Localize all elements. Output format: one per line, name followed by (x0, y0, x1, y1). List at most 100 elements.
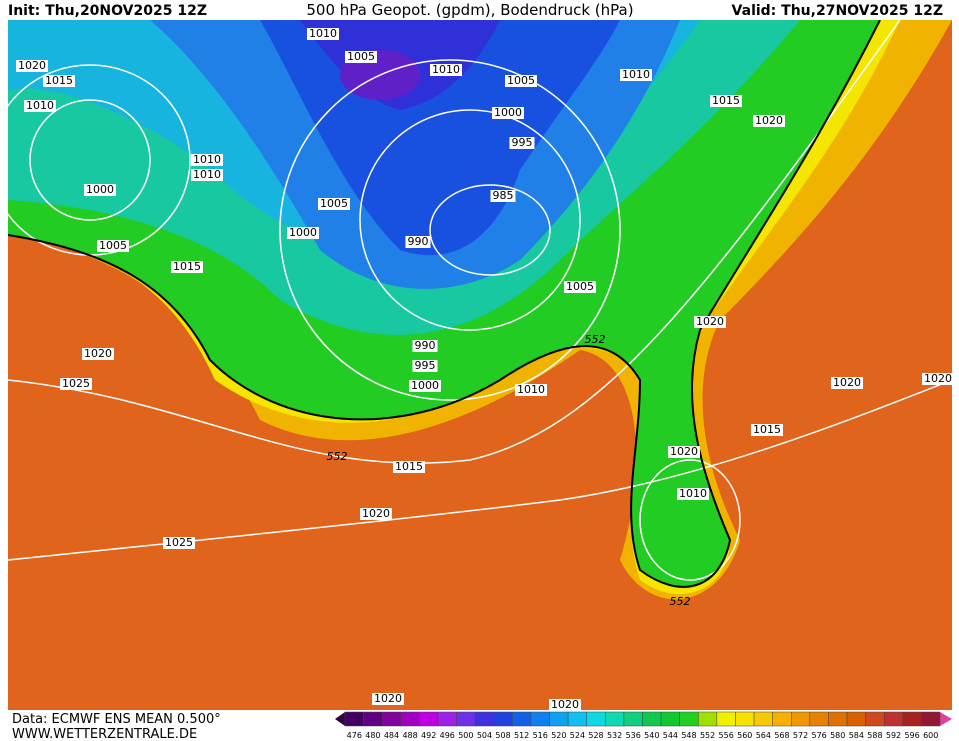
colorbar-label: 588 (867, 731, 882, 740)
isobar-label: 1020 (362, 507, 390, 520)
isobar-label-bg (831, 377, 863, 389)
colorbar-swatch (883, 711, 904, 727)
colorbar-swatch (400, 711, 420, 727)
isobar-label-bg (84, 184, 116, 196)
isobar-label-bg (492, 107, 524, 119)
colorbar-label: 492 (421, 731, 436, 740)
isobar-label-bg (509, 137, 535, 149)
isobar-label: 995 (512, 136, 533, 149)
isobar-label-bg (549, 699, 581, 711)
colorbar-swatch (809, 711, 829, 727)
isobar-label-bg (372, 693, 404, 705)
colorbar-label: 556 (719, 731, 734, 740)
isobar-label-bg (318, 198, 350, 210)
isobar-label-bg (668, 446, 700, 458)
colorbar-swatch (642, 711, 662, 727)
colorbar-swatch (921, 711, 941, 727)
colorbar-swatch (512, 711, 532, 727)
colorbar-label: 528 (588, 731, 603, 740)
isobar-label-bg (24, 100, 56, 112)
colorbar-swatch (716, 711, 736, 727)
isobar-label: 1020 (551, 698, 579, 711)
init-time: Init: Thu,20NOV2025 12Z (8, 3, 207, 19)
colorbar-label: 520 (551, 731, 566, 740)
isobar-label: 1020 (18, 59, 46, 72)
colorbar-swatch (530, 711, 550, 727)
colorbar-label: 544 (663, 731, 678, 740)
colorbar-label: 576 (812, 731, 827, 740)
colorbar-swatch (772, 711, 792, 727)
colorbar-swatch (865, 711, 885, 727)
isobar-label-bg (412, 340, 438, 352)
isobar-label-bg (710, 95, 742, 107)
isobar-label: 1010 (309, 27, 337, 40)
isobar-label-bg (412, 360, 438, 372)
colorbar-swatch (549, 711, 569, 727)
isobar-label-bg (43, 75, 75, 87)
colorbar-label: 516 (533, 731, 548, 740)
isobar-label: 552 (327, 450, 348, 463)
colorbar-label: 484 (384, 731, 399, 740)
isobar-label-bg (490, 190, 516, 202)
colorbar-swatch (363, 711, 383, 727)
data-source: Data: ECMWF ENS MEAN 0.500° (12, 712, 221, 727)
colorbar-label: 572 (793, 731, 808, 740)
isobar-label: 1010 (193, 153, 221, 166)
isobar-label: 1020 (84, 347, 112, 360)
colorbar-label: 580 (830, 731, 845, 740)
valid-time: Valid: Thu,27NOV2025 12Z (732, 3, 943, 19)
isobar-label: 1020 (924, 372, 952, 385)
colorbar-swatch (828, 711, 848, 727)
isobar-label-bg (505, 75, 537, 87)
isobar-label: 1015 (45, 74, 73, 87)
colorbar-label: 596 (904, 731, 919, 740)
isobar-label: 1005 (566, 280, 594, 293)
colorbar-label: 500 (458, 731, 473, 740)
isobar-label: 1010 (517, 383, 545, 396)
colorbar-swatch (493, 711, 513, 727)
isobar-label-bg (677, 488, 709, 500)
colorbar-swatch (679, 711, 699, 727)
colorbar-swatch (474, 711, 494, 727)
isobar-label-bg (345, 51, 377, 63)
isobar-label: 552 (585, 333, 606, 346)
isobar-label-bg (405, 236, 431, 248)
isobar-label-bg (564, 281, 596, 293)
isobar-label: 1025 (165, 536, 193, 549)
colorbar-label: 532 (607, 731, 622, 740)
colorbar-swatch (735, 711, 755, 727)
isobar-label-bg (287, 227, 319, 239)
colorbar-swatch (902, 711, 922, 727)
colorbar-swatch (791, 711, 811, 727)
isobar-label: 1020 (755, 114, 783, 127)
isobar-label: 1020 (833, 376, 861, 389)
isobar-label: 1000 (494, 106, 522, 119)
isobar-label-bg (753, 115, 785, 127)
colorbar-label: 508 (495, 731, 510, 740)
isobar-label: 990 (408, 235, 429, 248)
isobar-label: 1010 (622, 68, 650, 81)
isobar-label: 1015 (753, 423, 781, 436)
colorbar-label: 584 (849, 731, 864, 740)
isobar-label: 1005 (507, 74, 535, 87)
isobar-label-bg (694, 316, 726, 328)
colorbar-swatch (419, 711, 439, 727)
isobar-label: 1005 (347, 50, 375, 63)
isobar-label: 1015 (395, 460, 423, 473)
colorbar-label: 564 (756, 731, 771, 740)
colorbar-label: 524 (570, 731, 585, 740)
colorbar-swatch (381, 711, 402, 727)
isobar-label: 1000 (411, 379, 439, 392)
isobar-label-bg (515, 384, 547, 396)
isobar-label: 1010 (26, 99, 54, 112)
isobar-label: 995 (415, 359, 436, 372)
isobar-label: 1015 (712, 94, 740, 107)
isobar-label: 1005 (320, 197, 348, 210)
isobar-label: 1025 (62, 377, 90, 390)
colorbar-swatch (660, 711, 680, 727)
isobar-label-bg (97, 240, 129, 252)
website: WWW.WETTERZENTRALE.DE (12, 727, 197, 741)
isobar-label-bg (60, 378, 92, 390)
colorbar-label: 600 (923, 731, 938, 740)
